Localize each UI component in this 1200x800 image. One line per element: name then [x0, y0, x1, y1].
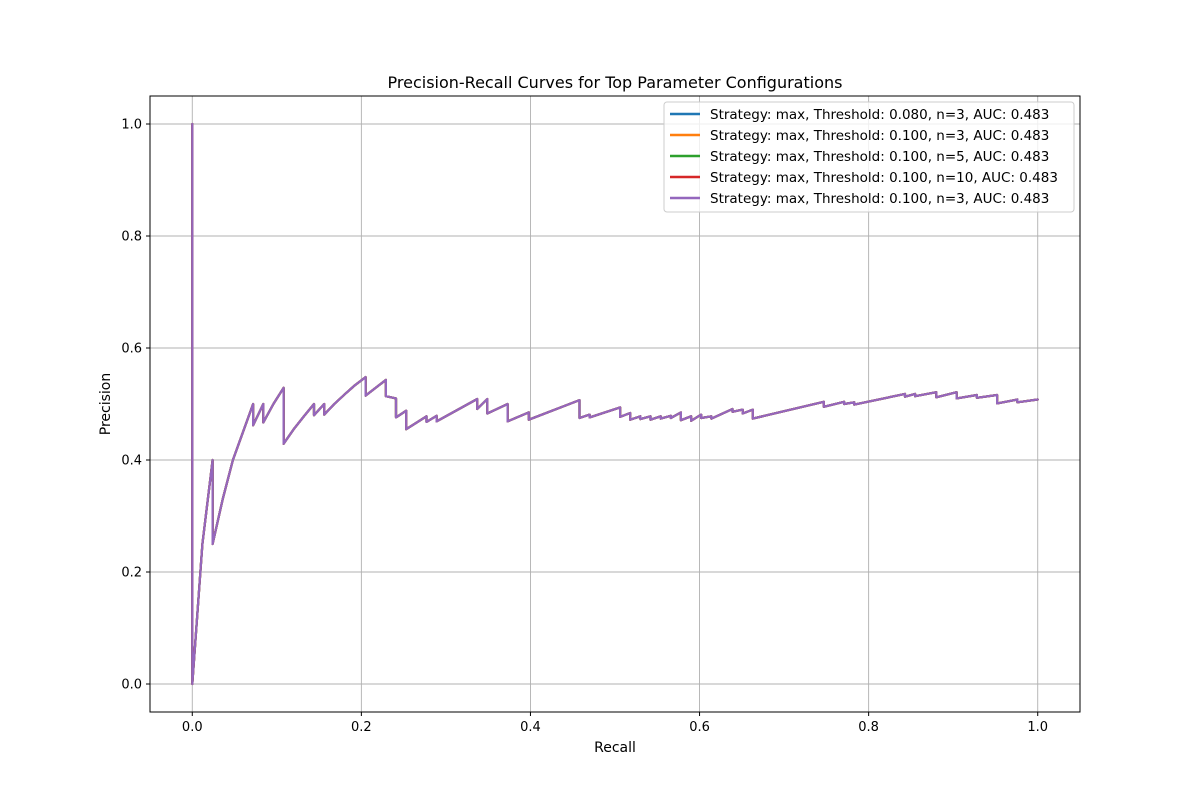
legend: Strategy: max, Threshold: 0.080, n=3, AU…: [663, 101, 1075, 213]
legend-entry-label: Strategy: max, Threshold: 0.080, n=3, AU…: [710, 107, 1049, 123]
x-tick-label: 0.8: [858, 720, 879, 735]
legend-entry-label: Strategy: max, Threshold: 0.100, n=3, AU…: [710, 191, 1049, 207]
y-axis-label: Precision: [98, 373, 114, 435]
chart-title: Precision-Recall Curves for Top Paramete…: [388, 73, 843, 92]
x-tick-label: 0.4: [520, 720, 541, 735]
x-tick-label: 0.2: [351, 720, 372, 735]
x-tick-label: 0.6: [689, 720, 710, 735]
legend-entry-label: Strategy: max, Threshold: 0.100, n=10, A…: [710, 170, 1058, 186]
x-tick-label: 0.0: [182, 720, 203, 735]
y-tick-label: 0.8: [121, 230, 142, 245]
x-tick-label: 1.0: [1027, 720, 1048, 735]
plot-frame: [149, 95, 1081, 713]
y-tick-label: 0.6: [121, 342, 142, 357]
series-lines: [191, 122, 1039, 686]
legend-entry-label: Strategy: max, Threshold: 0.100, n=5, AU…: [710, 149, 1049, 165]
axis-ticks: 0.0 0.2 0.4 0.6 0.8 1.0 0.0 0.2 0.4 0.6 0.8 1.0: [121, 118, 1048, 736]
x-axis-label: Recall: [594, 740, 636, 756]
y-tick-label: 0.0: [121, 678, 142, 693]
grid: [150, 96, 1080, 712]
y-tick-label: 1.0: [121, 118, 142, 133]
y-tick-label: 0.4: [121, 454, 142, 469]
y-tick-label: 0.2: [121, 566, 142, 581]
legend-box: [663, 101, 1075, 213]
series-line: [191, 122, 1039, 686]
legend-entry-label: Strategy: max, Threshold: 0.100, n=3, AU…: [710, 128, 1049, 144]
